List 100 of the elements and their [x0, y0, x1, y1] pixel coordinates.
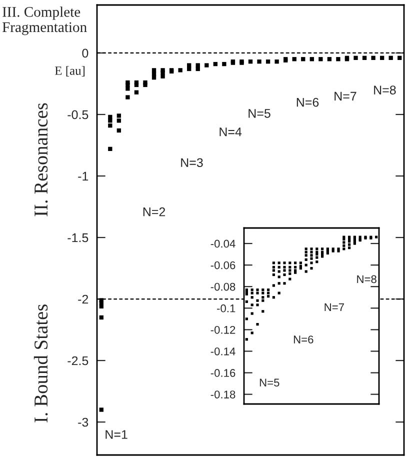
point	[278, 266, 280, 269]
y-tick-label: -1.5	[68, 233, 88, 242]
point	[321, 255, 324, 258]
point	[292, 57, 296, 62]
point	[304, 254, 308, 257]
point	[354, 56, 358, 60]
point	[342, 238, 346, 240]
point	[380, 56, 384, 60]
point	[348, 243, 351, 246]
point	[160, 74, 165, 78]
point	[310, 250, 313, 254]
point	[304, 264, 308, 266]
point	[301, 57, 306, 62]
point	[348, 246, 351, 250]
point	[310, 254, 313, 257]
point	[126, 95, 130, 100]
point	[304, 250, 308, 254]
point	[160, 68, 165, 72]
point	[316, 260, 318, 264]
point	[375, 236, 378, 238]
y-tick-label: -2.5	[68, 356, 88, 366]
point	[283, 282, 286, 285]
point	[337, 250, 340, 252]
point	[99, 298, 104, 302]
point	[283, 269, 286, 272]
point	[299, 262, 302, 264]
annotation: N=3	[181, 158, 203, 168]
annotation: N=7	[334, 92, 356, 100]
point	[288, 266, 292, 269]
y-tick-label: -0.1	[217, 304, 236, 312]
point	[310, 248, 313, 250]
point	[272, 269, 275, 272]
point	[327, 57, 332, 62]
point	[318, 57, 323, 62]
point	[99, 408, 104, 412]
point	[288, 272, 292, 275]
point	[245, 300, 248, 303]
text: E [au]	[54, 66, 85, 76]
point	[250, 332, 254, 334]
point	[348, 240, 351, 243]
point	[278, 262, 280, 264]
point	[262, 288, 264, 292]
point	[267, 294, 270, 298]
y-tick-label: -0.08	[210, 282, 236, 291]
point	[222, 62, 226, 66]
y-tick-label: -0.12	[210, 326, 236, 334]
point	[272, 284, 275, 287]
point	[143, 80, 148, 85]
point	[304, 258, 308, 261]
point	[388, 56, 393, 60]
point	[272, 262, 275, 264]
point	[187, 63, 192, 68]
point	[250, 296, 254, 299]
y-tick-label: -0.14	[210, 347, 236, 356]
point	[278, 276, 280, 278]
point	[256, 304, 259, 306]
point	[362, 56, 367, 60]
y-tick-label: -1	[78, 172, 88, 181]
annotation: N=5	[248, 109, 270, 118]
point	[266, 60, 270, 64]
point	[262, 296, 264, 299]
y-tick-label: -0.16	[210, 369, 236, 377]
point	[310, 57, 314, 62]
point	[267, 292, 270, 294]
point	[336, 57, 340, 62]
point	[332, 248, 334, 250]
point	[256, 292, 259, 294]
point	[294, 269, 297, 272]
point	[256, 288, 259, 292]
point	[316, 256, 318, 259]
point	[262, 292, 264, 294]
point	[116, 114, 122, 118]
point	[245, 338, 248, 341]
point	[272, 273, 275, 276]
point	[116, 128, 122, 133]
point	[250, 292, 254, 294]
annotation: N=5	[260, 378, 280, 387]
point	[204, 63, 209, 68]
point	[245, 318, 248, 320]
point	[371, 56, 376, 60]
y-tick-label: -2	[78, 294, 88, 304]
point	[272, 266, 275, 269]
point	[272, 296, 275, 299]
annotation: N=8	[357, 275, 376, 284]
annotation: N=1	[106, 430, 128, 439]
point	[304, 270, 308, 273]
point	[321, 248, 324, 250]
point	[99, 315, 104, 320]
annotation: N=2	[143, 207, 166, 216]
y-tick-label: -3	[78, 418, 88, 427]
point	[310, 262, 313, 264]
point	[256, 322, 259, 326]
point	[248, 60, 253, 64]
point	[304, 248, 308, 250]
point	[288, 278, 292, 280]
point	[134, 90, 139, 94]
point	[316, 252, 318, 256]
point	[342, 248, 346, 250]
point	[332, 250, 334, 252]
annotation: N=6	[294, 336, 314, 344]
